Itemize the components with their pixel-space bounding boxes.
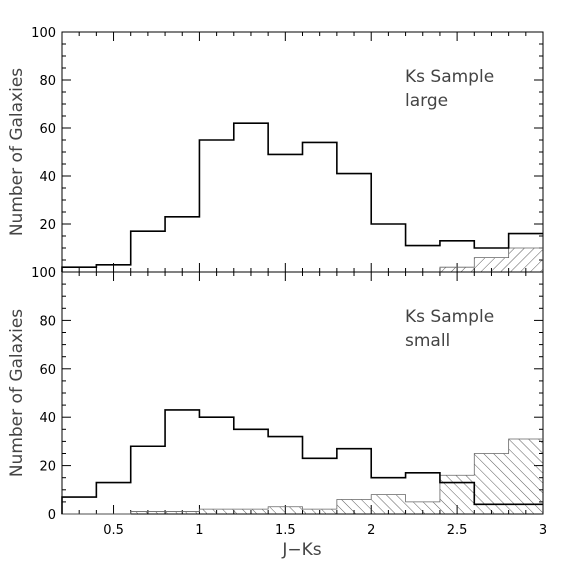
hatched-bar bbox=[439, 475, 475, 514]
hatched-bar bbox=[508, 248, 543, 272]
hatched-bar bbox=[233, 509, 269, 514]
x-tick-label: 0.5 bbox=[103, 523, 124, 538]
y-tick-label: 20 bbox=[39, 460, 56, 475]
x-tick-labels: 0.5 1 1.5 2 2.5 3 bbox=[103, 523, 547, 538]
y-axis-label: Number of Galaxies bbox=[7, 68, 27, 236]
panel-large: 20 40 60 80 100 Ks Sample large Number of Ga… bbox=[7, 26, 544, 273]
panel-small: 0 20 40 60 80 100 0.5 1 1.5 2 2.5 3 Ks Sample smal… bbox=[7, 266, 547, 560]
annotation-line-1: Ks Sample bbox=[405, 307, 494, 327]
y-tick-label: 0 bbox=[48, 508, 56, 523]
hatched-bar bbox=[371, 494, 406, 514]
y-tick-label: 40 bbox=[39, 170, 56, 185]
y-tick-label: 100 bbox=[31, 26, 56, 41]
hatched-bar bbox=[199, 509, 234, 514]
y-tick-label: 20 bbox=[39, 218, 56, 233]
hatched-histogram-outline bbox=[62, 438, 543, 515]
outline-histogram bbox=[61, 409, 543, 514]
x-tick-label: 1 bbox=[195, 523, 203, 538]
annotation-line-2: large bbox=[405, 91, 448, 111]
y-tick-labels: 0 20 40 60 80 100 bbox=[31, 266, 56, 523]
y-tick-labels: 20 40 60 80 100 bbox=[31, 26, 56, 233]
annotation-line-1: Ks Sample bbox=[405, 67, 494, 87]
y-tick-label: 60 bbox=[39, 122, 56, 137]
y-tick-label: 40 bbox=[39, 411, 56, 426]
x-axis-label: J−Ks bbox=[281, 540, 321, 560]
y-tick-label: 100 bbox=[31, 266, 56, 281]
hatched-bar bbox=[165, 511, 200, 514]
outline-histogram-step bbox=[61, 122, 543, 272]
x-tick-label: 1.5 bbox=[275, 523, 296, 538]
y-tick-label: 80 bbox=[39, 314, 56, 329]
hatched-bar bbox=[130, 511, 166, 514]
y-tick-label: 60 bbox=[39, 363, 56, 378]
outline-histogram-step bbox=[61, 409, 543, 514]
outline-histogram bbox=[61, 122, 543, 272]
hatched-bar bbox=[405, 501, 440, 514]
annotation-line-2: small bbox=[405, 331, 450, 351]
y-axis-label: Number of Galaxies bbox=[7, 309, 27, 477]
hatched-bar bbox=[302, 509, 337, 514]
x-tick-label: 2 bbox=[367, 523, 375, 538]
x-tick-label: 2.5 bbox=[447, 523, 468, 538]
hatched-bar bbox=[268, 506, 303, 514]
y-tick-label: 80 bbox=[39, 74, 56, 89]
hatched-bar bbox=[474, 257, 509, 272]
hatched-bar bbox=[508, 438, 543, 514]
hatched-bar bbox=[439, 267, 475, 272]
x-tick-label: 3 bbox=[539, 523, 547, 538]
hatched-bar bbox=[336, 499, 372, 514]
